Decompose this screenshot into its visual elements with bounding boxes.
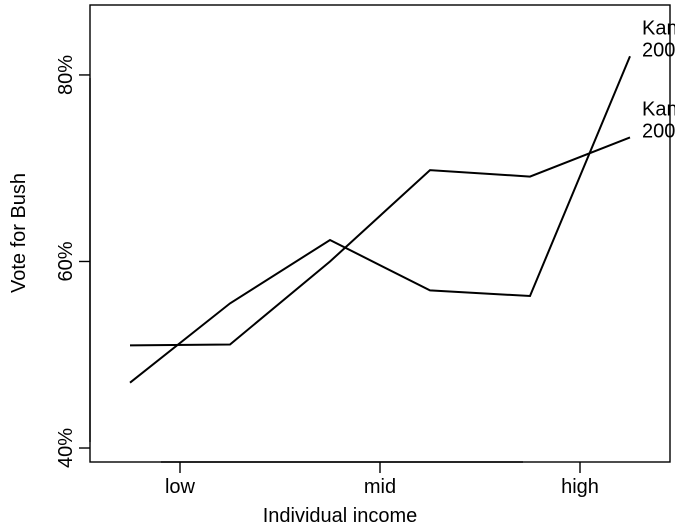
x-axis-title: Individual income: [263, 505, 418, 527]
series-label: Kansas: [642, 98, 675, 120]
plot-frame: [89, 4, 671, 463]
y-tick-label: 60%: [55, 241, 77, 281]
series-line-0: [129, 55, 631, 384]
y-axis-title: Vote for Bush: [8, 173, 30, 293]
x-tick-label: low: [165, 476, 196, 498]
series-group: Kansas2004Kansas2000: [129, 17, 675, 384]
series-label: 2000: [642, 120, 675, 142]
x-tick-label: high: [561, 476, 599, 498]
y-tick-label: 40%: [55, 428, 77, 468]
series-label: Kansas: [642, 17, 675, 39]
x-axis: low mid high: [161, 461, 599, 498]
y-axis: 40% 60% 80%: [55, 55, 91, 468]
series-line-1: [129, 136, 631, 347]
series-label: 2004: [642, 39, 675, 61]
x-tick-label: mid: [364, 476, 396, 498]
y-tick-label: 80%: [55, 55, 77, 95]
